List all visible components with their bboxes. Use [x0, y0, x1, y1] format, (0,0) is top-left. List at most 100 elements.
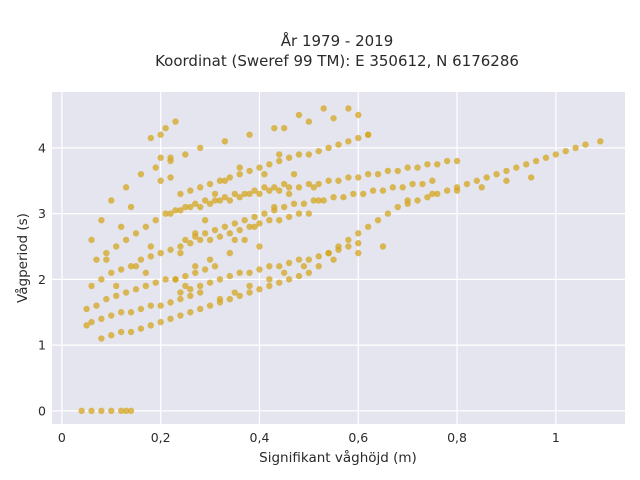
- data-point: [196, 305, 204, 313]
- data-point: [231, 289, 238, 296]
- data-point: [389, 184, 397, 191]
- data-point: [271, 124, 278, 132]
- data-point: [113, 292, 120, 300]
- data-point: [276, 157, 283, 165]
- data-point: [132, 263, 140, 270]
- data-point: [172, 207, 179, 214]
- data-point: [256, 286, 263, 293]
- data-point: [122, 236, 130, 244]
- data-point: [256, 266, 263, 273]
- data-point: [226, 249, 234, 257]
- data-point: [261, 170, 268, 178]
- data-point: [226, 272, 234, 280]
- data-point: [434, 190, 441, 198]
- data-point: [142, 269, 150, 276]
- data-point: [527, 174, 535, 181]
- data-point: [246, 269, 253, 276]
- data-point: [177, 289, 184, 296]
- data-point: [251, 223, 258, 230]
- data-point: [201, 197, 209, 204]
- data-point: [246, 167, 253, 175]
- data-point: [384, 167, 392, 175]
- data-point: [137, 305, 145, 313]
- data-point: [236, 226, 243, 234]
- data-point: [266, 263, 273, 270]
- data-point: [364, 170, 372, 178]
- data-point: [271, 203, 278, 211]
- data-point: [88, 318, 95, 326]
- data-point: [424, 161, 431, 168]
- data-point: [187, 292, 194, 300]
- data-point: [206, 180, 214, 188]
- data-point: [177, 207, 184, 214]
- y-gridlines: [52, 147, 625, 412]
- data-point: [355, 240, 362, 247]
- data-point: [310, 184, 318, 191]
- data-point: [127, 203, 135, 211]
- data-point: [187, 203, 194, 211]
- data-point: [414, 164, 421, 171]
- data-point: [453, 187, 461, 194]
- data-point: [93, 256, 100, 263]
- data-point: [355, 249, 362, 257]
- data-point: [285, 154, 293, 161]
- data-point: [364, 223, 372, 230]
- data-point: [246, 190, 253, 198]
- data-point: [295, 184, 303, 191]
- data-point: [157, 131, 164, 138]
- data-point: [276, 263, 283, 270]
- data-point: [192, 263, 199, 270]
- data-point: [325, 177, 332, 184]
- data-point: [256, 190, 263, 198]
- data-point: [429, 190, 436, 198]
- data-point: [177, 243, 184, 250]
- data-point: [108, 197, 115, 204]
- data-point: [330, 256, 337, 263]
- data-point: [483, 174, 490, 181]
- data-point: [305, 269, 313, 276]
- y-axis-title: Vågperiod (s): [14, 213, 31, 303]
- data-point: [182, 282, 189, 290]
- data-point: [399, 184, 406, 191]
- data-point: [83, 305, 90, 313]
- data-point: [142, 223, 150, 230]
- data-point: [132, 286, 140, 293]
- data-point: [93, 302, 100, 309]
- data-point: [236, 170, 243, 178]
- data-point: [374, 216, 382, 224]
- data-point: [246, 289, 253, 296]
- data-point: [127, 309, 135, 316]
- data-point: [295, 151, 303, 158]
- data-point: [236, 269, 243, 276]
- data-point: [276, 279, 283, 286]
- data-point: [147, 253, 154, 260]
- data-point: [246, 282, 253, 290]
- data-point: [108, 312, 115, 319]
- data-point: [478, 184, 485, 191]
- data-point: [345, 138, 352, 145]
- data-point: [409, 180, 416, 188]
- data-point: [167, 246, 174, 253]
- data-point: [157, 302, 164, 309]
- data-point: [221, 193, 229, 201]
- data-point: [216, 233, 224, 240]
- data-point: [196, 282, 204, 290]
- data-point: [379, 187, 387, 194]
- data-point: [320, 105, 327, 112]
- data-point: [280, 180, 288, 188]
- data-point: [177, 249, 184, 257]
- data-point: [355, 111, 362, 119]
- data-point: [117, 328, 125, 336]
- data-point: [206, 302, 214, 309]
- data-point: [315, 253, 322, 260]
- data-point: [187, 286, 194, 293]
- data-point: [236, 164, 243, 171]
- data-point: [261, 184, 268, 191]
- data-point: [147, 302, 154, 309]
- data-point: [355, 174, 362, 181]
- data-point: [310, 197, 318, 204]
- data-point: [266, 276, 273, 283]
- data-point: [172, 118, 179, 125]
- data-point: [359, 190, 367, 198]
